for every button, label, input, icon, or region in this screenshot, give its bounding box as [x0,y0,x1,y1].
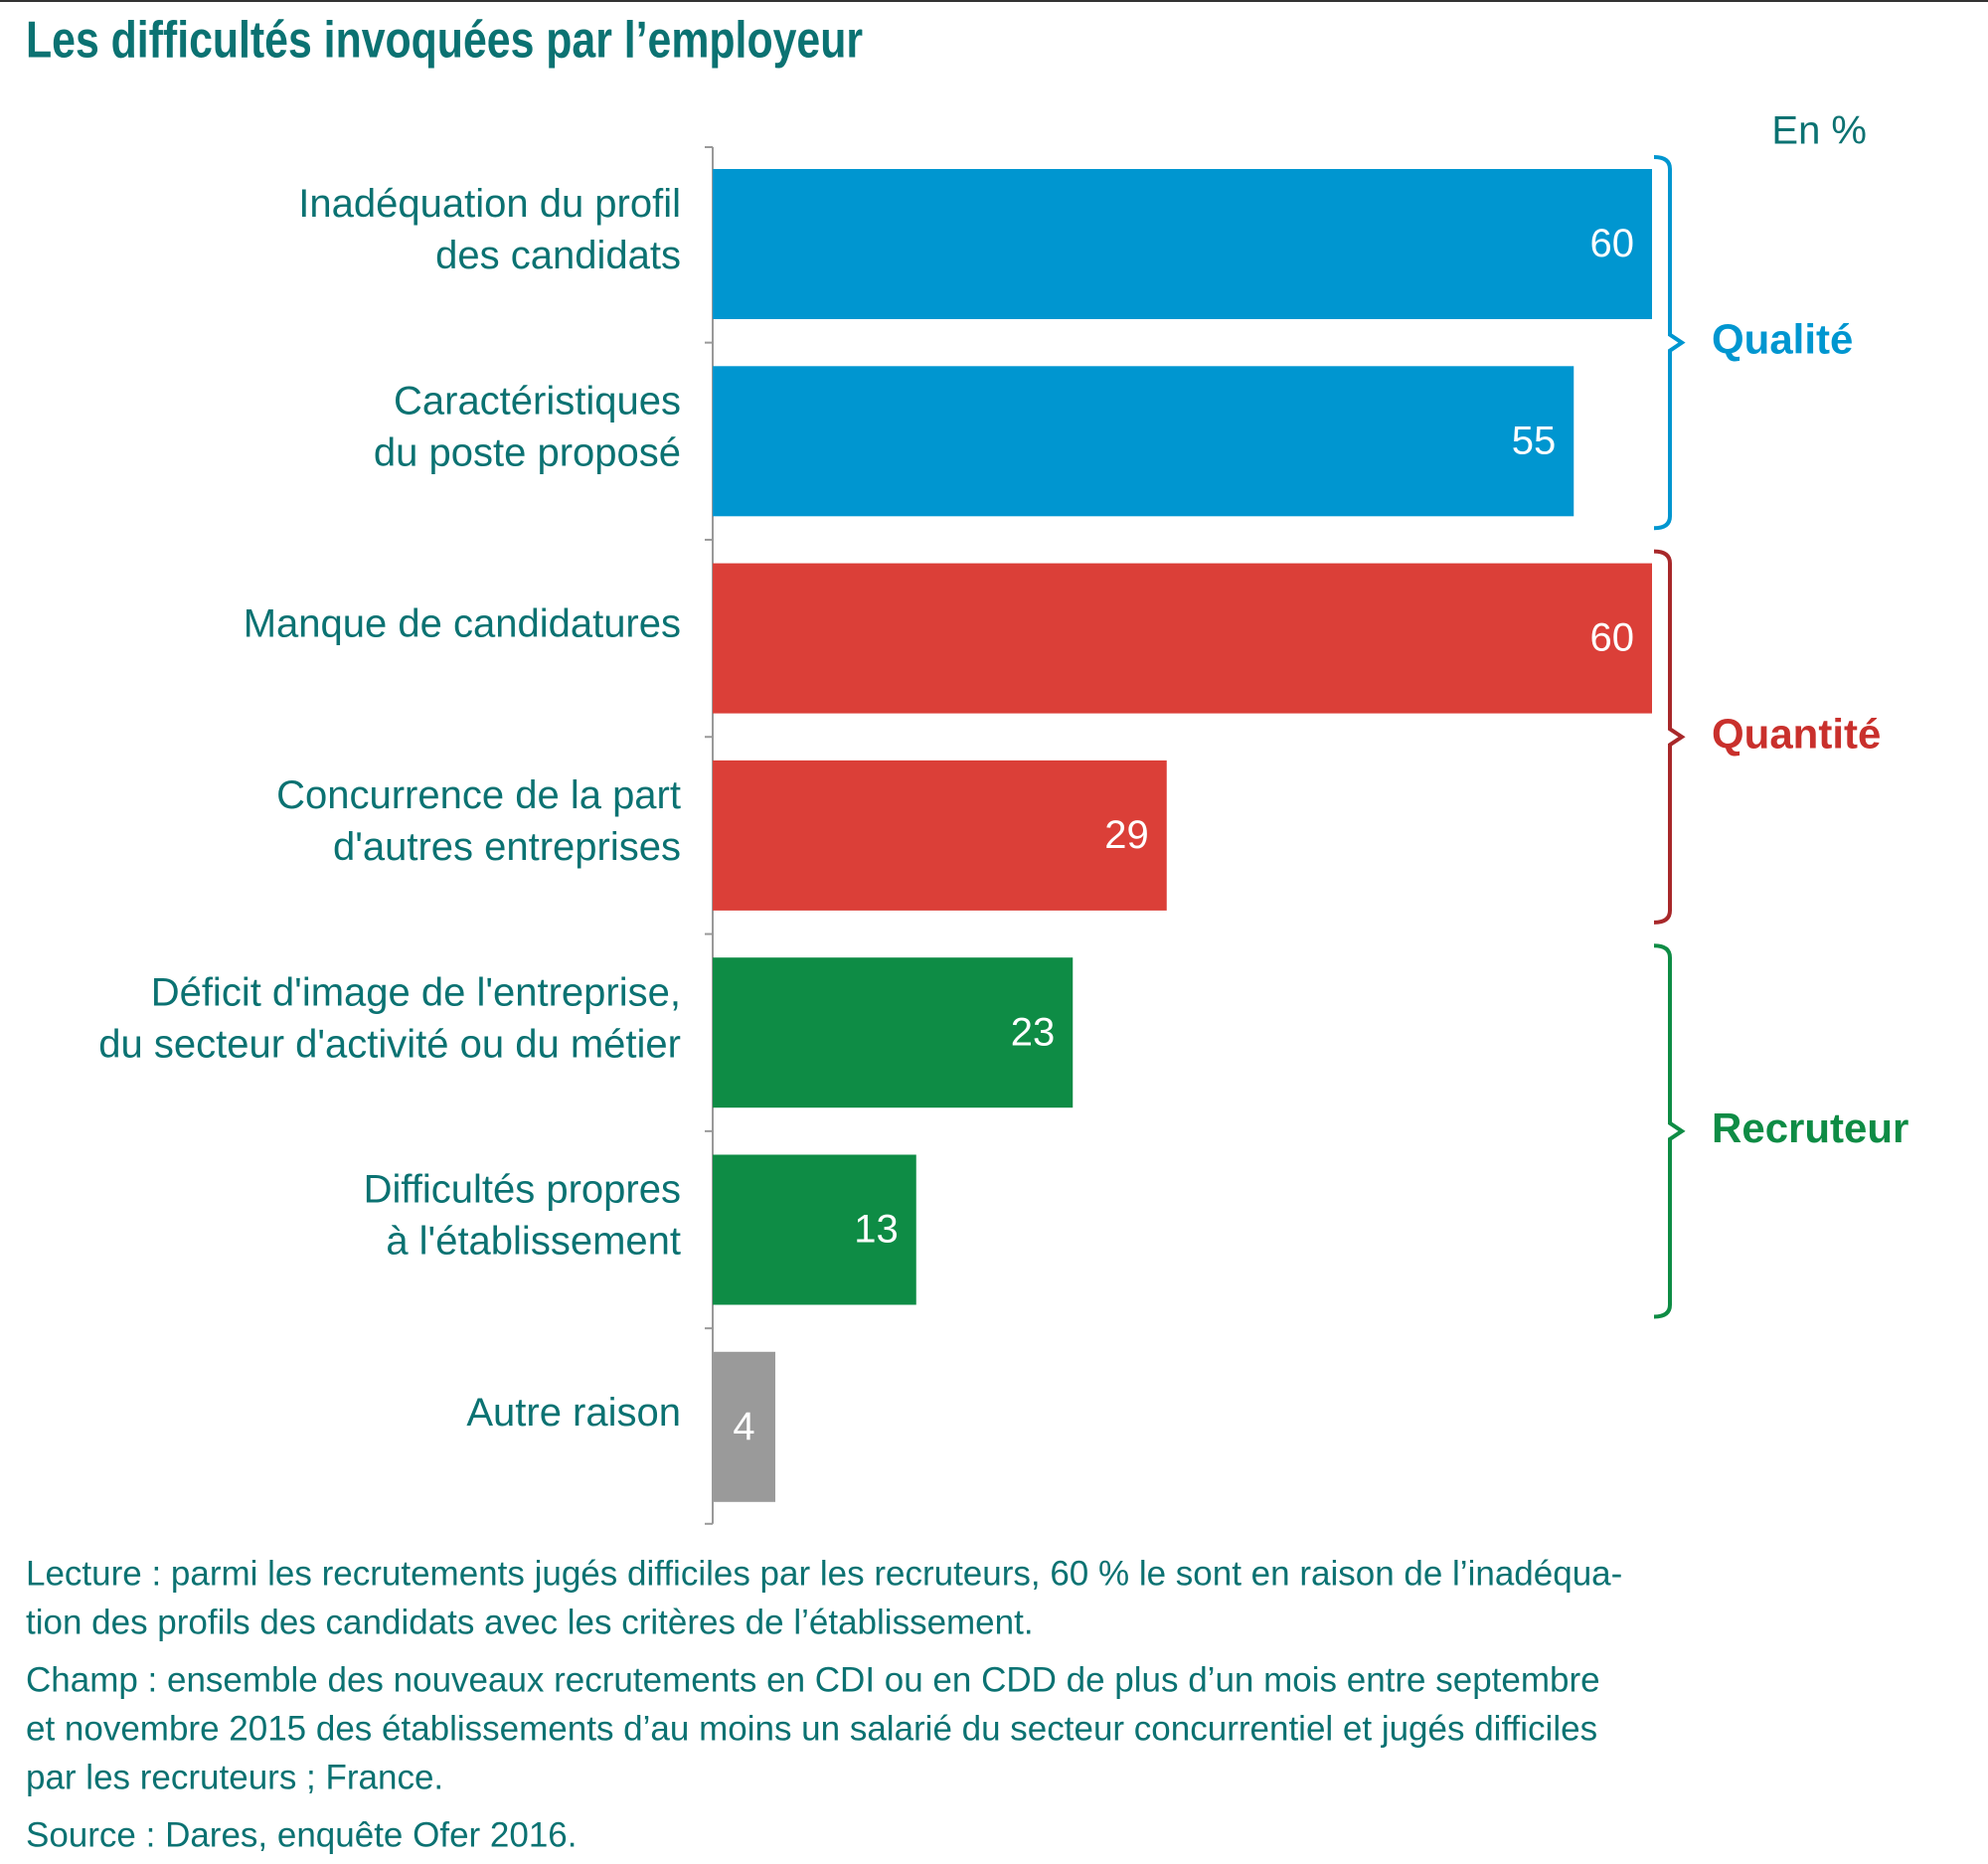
footnote: et novembre 2015 des établissements d’au… [26,1709,1597,1748]
footnote: Source : Dares, enquête Ofer 2016. [26,1815,578,1854]
category-label: Difficultés propres [364,1168,681,1212]
group-bracket [1653,155,1686,531]
footnote: Lecture : parmi les recrutements jugés d… [26,1554,1622,1593]
value-label: 23 [1011,1010,1056,1054]
category-label: Autre raison [466,1391,681,1435]
group-bracket [1653,549,1686,925]
group-label: Recruteur [1712,1104,1908,1151]
category-label: d'autres entreprises [333,825,681,869]
category-label: Manque de candidatures [244,602,681,646]
category-label: Concurrence de la part [276,773,681,817]
category-label: du poste proposé [374,430,681,474]
category-label: à l'établissement [386,1220,681,1264]
bar [713,366,1574,517]
value-label: 55 [1512,419,1557,462]
category-label: des candidats [435,234,681,277]
group-label: Quantité [1712,710,1881,757]
unit-label: En % [1771,109,1867,153]
footnote: tion des profils des candidats avec les … [26,1603,1034,1641]
category-label: Déficit d'image de l'entreprise, [151,970,681,1014]
value-label: 29 [1104,813,1149,857]
bar [713,1154,916,1305]
footnote: Champ : ensemble des nouveaux recrutemen… [26,1660,1600,1699]
category-label: Inadéquation du profil [298,182,681,226]
value-label: 60 [1590,222,1635,265]
category-label: Caractéristiques [394,379,681,423]
chart-title: Les difficultés invoquées par l’employeu… [26,12,863,70]
bar [713,169,1652,319]
value-label: 13 [854,1208,899,1252]
value-label: 60 [1590,616,1635,660]
bar [713,563,1652,714]
bar [713,760,1167,911]
bar [713,957,1074,1108]
category-label: du secteur d'activité ou du métier [98,1022,681,1066]
group-label: Qualité [1712,316,1853,363]
value-label: 4 [733,1405,754,1448]
footnote: par les recruteurs ; France. [26,1758,443,1796]
bar [713,1351,775,1502]
group-bracket [1653,943,1686,1319]
